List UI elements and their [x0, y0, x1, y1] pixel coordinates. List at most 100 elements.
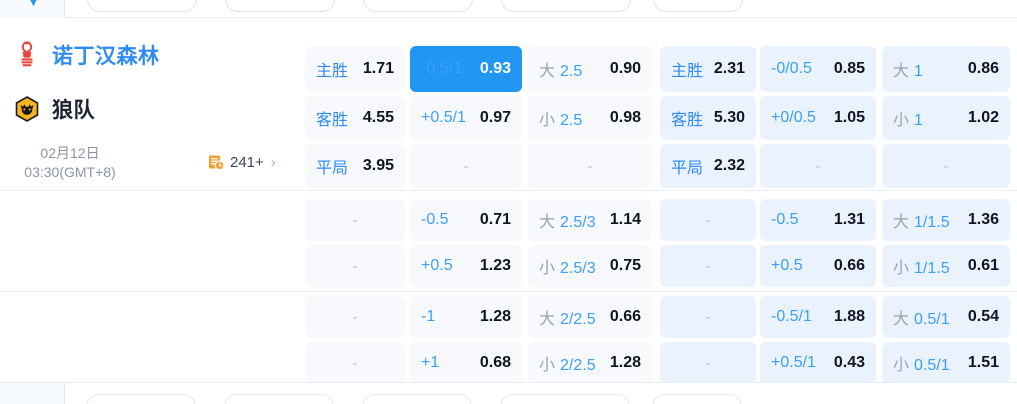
odds-value: 1.71	[362, 60, 394, 77]
odds-value: 2.31	[713, 60, 745, 77]
odds-cell-empty: -	[305, 342, 405, 384]
odds-value: 0.90	[609, 60, 641, 77]
odds-cell[interactable]: 小 1/1.5 0.61	[882, 245, 1010, 287]
tab-4[interactable]	[501, 0, 631, 12]
over-under-direction: 小	[893, 260, 910, 277]
over-under-line: 0.5/1	[914, 357, 950, 374]
odds-cell[interactable]: 客胜 5.30	[660, 96, 756, 140]
over-under-line: 1	[914, 63, 923, 80]
over-under-direction: 小	[539, 357, 556, 374]
match-stats-link[interactable]: 241+ ›	[208, 154, 276, 171]
odds-cell[interactable]: 大 2.5/3 1.14	[528, 199, 652, 241]
odds-cell[interactable]: +0.5 1.23	[410, 245, 522, 287]
over-under-line: 2/2.5	[560, 311, 596, 328]
bottom-strip-left-cell	[0, 383, 65, 404]
odds-value: 0.71	[479, 211, 511, 228]
odds-cell-empty: -	[410, 144, 522, 188]
odds-cell[interactable]: +0.5 0.66	[760, 245, 876, 287]
tab-2[interactable]	[225, 0, 335, 12]
odds-cell[interactable]: 小 1 1.02	[882, 96, 1010, 140]
odds-cell[interactable]: +0.5/1 0.97	[410, 96, 522, 140]
tab-1[interactable]	[87, 0, 197, 12]
odds-cell-empty: -	[760, 144, 876, 188]
top-tab-list	[65, 0, 1017, 18]
odds-cell[interactable]: 小 0.5/1 1.51	[882, 342, 1010, 384]
odds-cell-empty: -	[882, 144, 1010, 188]
tab-strip-left-cell: ▼	[0, 0, 65, 18]
odds-label: -0/0.5	[771, 60, 812, 77]
odds-cell[interactable]: 大 2/2.5 0.66	[528, 296, 652, 338]
away-team-row[interactable]: 狼队	[14, 92, 95, 126]
over-under-direction: 小	[539, 260, 556, 277]
empty-dash: -	[352, 211, 358, 229]
odds-cell-empty: -	[660, 296, 756, 338]
bottom-tab-3[interactable]	[362, 394, 472, 404]
odds-cell[interactable]: 大 2.5 0.90	[528, 46, 652, 92]
odds-label: +0/0.5	[771, 109, 816, 126]
odds-cell[interactable]: 平局 3.95	[305, 144, 405, 188]
odds-label: +1	[421, 354, 440, 371]
over-under-direction: 大	[539, 214, 556, 231]
odds-value: 1.28	[609, 354, 641, 371]
odds-cell[interactable]: +1 0.68	[410, 342, 522, 384]
over-under-line: 0.5/1	[914, 311, 950, 328]
odds-cell[interactable]: +0.5/1 0.43	[760, 342, 876, 384]
odds-cell-empty: -	[305, 199, 405, 241]
odds-value: 0.43	[833, 354, 865, 371]
empty-dash: -	[352, 257, 358, 275]
empty-dash: -	[815, 157, 821, 175]
odds-value: 0.98	[609, 109, 641, 126]
match-info-panel[interactable]: 诺丁汉森林 狼队 02月12日 03:30(GMT+8)	[0, 18, 300, 190]
odds-value: 0.75	[609, 257, 641, 274]
odds-label: 大 2/2.5	[539, 305, 596, 329]
odds-cell-empty: -	[660, 245, 756, 287]
odds-cell[interactable]: -1 1.28	[410, 296, 522, 338]
tab-5[interactable]	[653, 0, 743, 12]
bottom-tab-4[interactable]	[500, 394, 630, 404]
odds-cell[interactable]: 大 1 0.86	[882, 46, 1010, 92]
odds-value: 2.32	[713, 157, 745, 174]
over-under-direction: 大	[893, 214, 910, 231]
odds-cell[interactable]: 平局 2.32	[660, 144, 756, 188]
odds-cell[interactable]: 大 0.5/1 0.54	[882, 296, 1010, 338]
odds-label: -0.5/1	[771, 308, 812, 325]
empty-dash: -	[705, 211, 711, 229]
odds-cell[interactable]: 主胜 1.71	[305, 46, 405, 92]
odds-label: 大 2.5/3	[539, 208, 596, 232]
odds-cell[interactable]: -0.5 1.31	[760, 199, 876, 241]
odds-cell[interactable]: -0.5/1 1.88	[760, 296, 876, 338]
empty-dash: -	[352, 308, 358, 326]
odds-value: 0.97	[479, 109, 511, 126]
over-under-direction: 小	[893, 357, 910, 374]
bottom-tab-5[interactable]	[652, 394, 742, 404]
tab-3[interactable]	[363, 0, 473, 12]
odds-value: 1.14	[609, 211, 641, 228]
odds-cell[interactable]: 客胜 4.55	[305, 96, 405, 140]
odds-cell[interactable]: 小 2/2.5 1.28	[528, 342, 652, 384]
odds-row-group-alt-2: - -1 1.28 大 2/2.5 0.66- -0.5/1 1.88 大 0.5/1 0.54- +…	[0, 291, 1017, 384]
over-under-line: 2.5/3	[560, 260, 596, 277]
home-team-row[interactable]: 诺丁汉森林	[14, 38, 160, 72]
odds-cell[interactable]: +0/0.5 1.05	[760, 96, 876, 140]
chevron-down-icon[interactable]: ▼	[28, 0, 39, 9]
odds-cell[interactable]: -0.5/1 0.93	[410, 46, 522, 92]
odds-cell[interactable]: 小 2.5 0.98	[528, 96, 652, 140]
empty-dash: -	[705, 257, 711, 275]
odds-cell[interactable]: 小 2.5/3 0.75	[528, 245, 652, 287]
odds-cell[interactable]: -0/0.5 0.85	[760, 46, 876, 92]
bottom-tab-2[interactable]	[224, 394, 334, 404]
odds-cell[interactable]: 大 1/1.5 1.36	[882, 199, 1010, 241]
odds-cell[interactable]: -0.5 0.71	[410, 199, 522, 241]
odds-label: 平局	[671, 160, 704, 177]
empty-dash: -	[587, 157, 593, 175]
odds-value: 0.86	[967, 60, 999, 77]
odds-value: 3.95	[362, 157, 394, 174]
odds-cell[interactable]: 主胜 2.31	[660, 46, 756, 92]
over-under-direction: 大	[539, 311, 556, 328]
odds-value: 1.88	[833, 308, 865, 325]
odds-cell-empty: -	[305, 245, 405, 287]
bottom-tab-1[interactable]	[86, 394, 196, 404]
odds-value: 1.28	[479, 308, 511, 325]
